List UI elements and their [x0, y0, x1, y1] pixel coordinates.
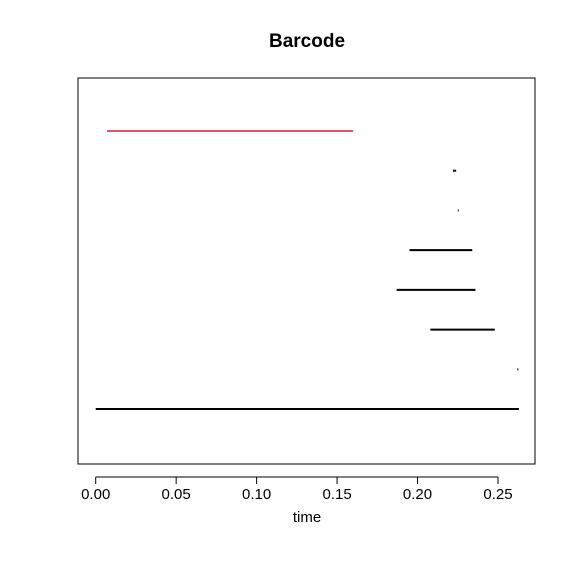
x-tick-label-3: 0.15 [322, 486, 351, 503]
plot-frame [77, 77, 536, 465]
bars-group [95, 130, 519, 410]
chart-title: Barcode [269, 31, 345, 52]
x-tick-label-0: 0.00 [81, 486, 110, 503]
x-tick-label-1: 0.05 [162, 486, 191, 503]
x-axis-label: time [293, 509, 321, 526]
x-tick-label-5: 0.25 [483, 486, 512, 503]
x-tick-label-2: 0.10 [242, 486, 271, 503]
x-tick-label-4: 0.20 [403, 486, 432, 503]
x-axis: 0.00 0.05 0.10 0.15 0.20 0.25 [81, 476, 513, 503]
